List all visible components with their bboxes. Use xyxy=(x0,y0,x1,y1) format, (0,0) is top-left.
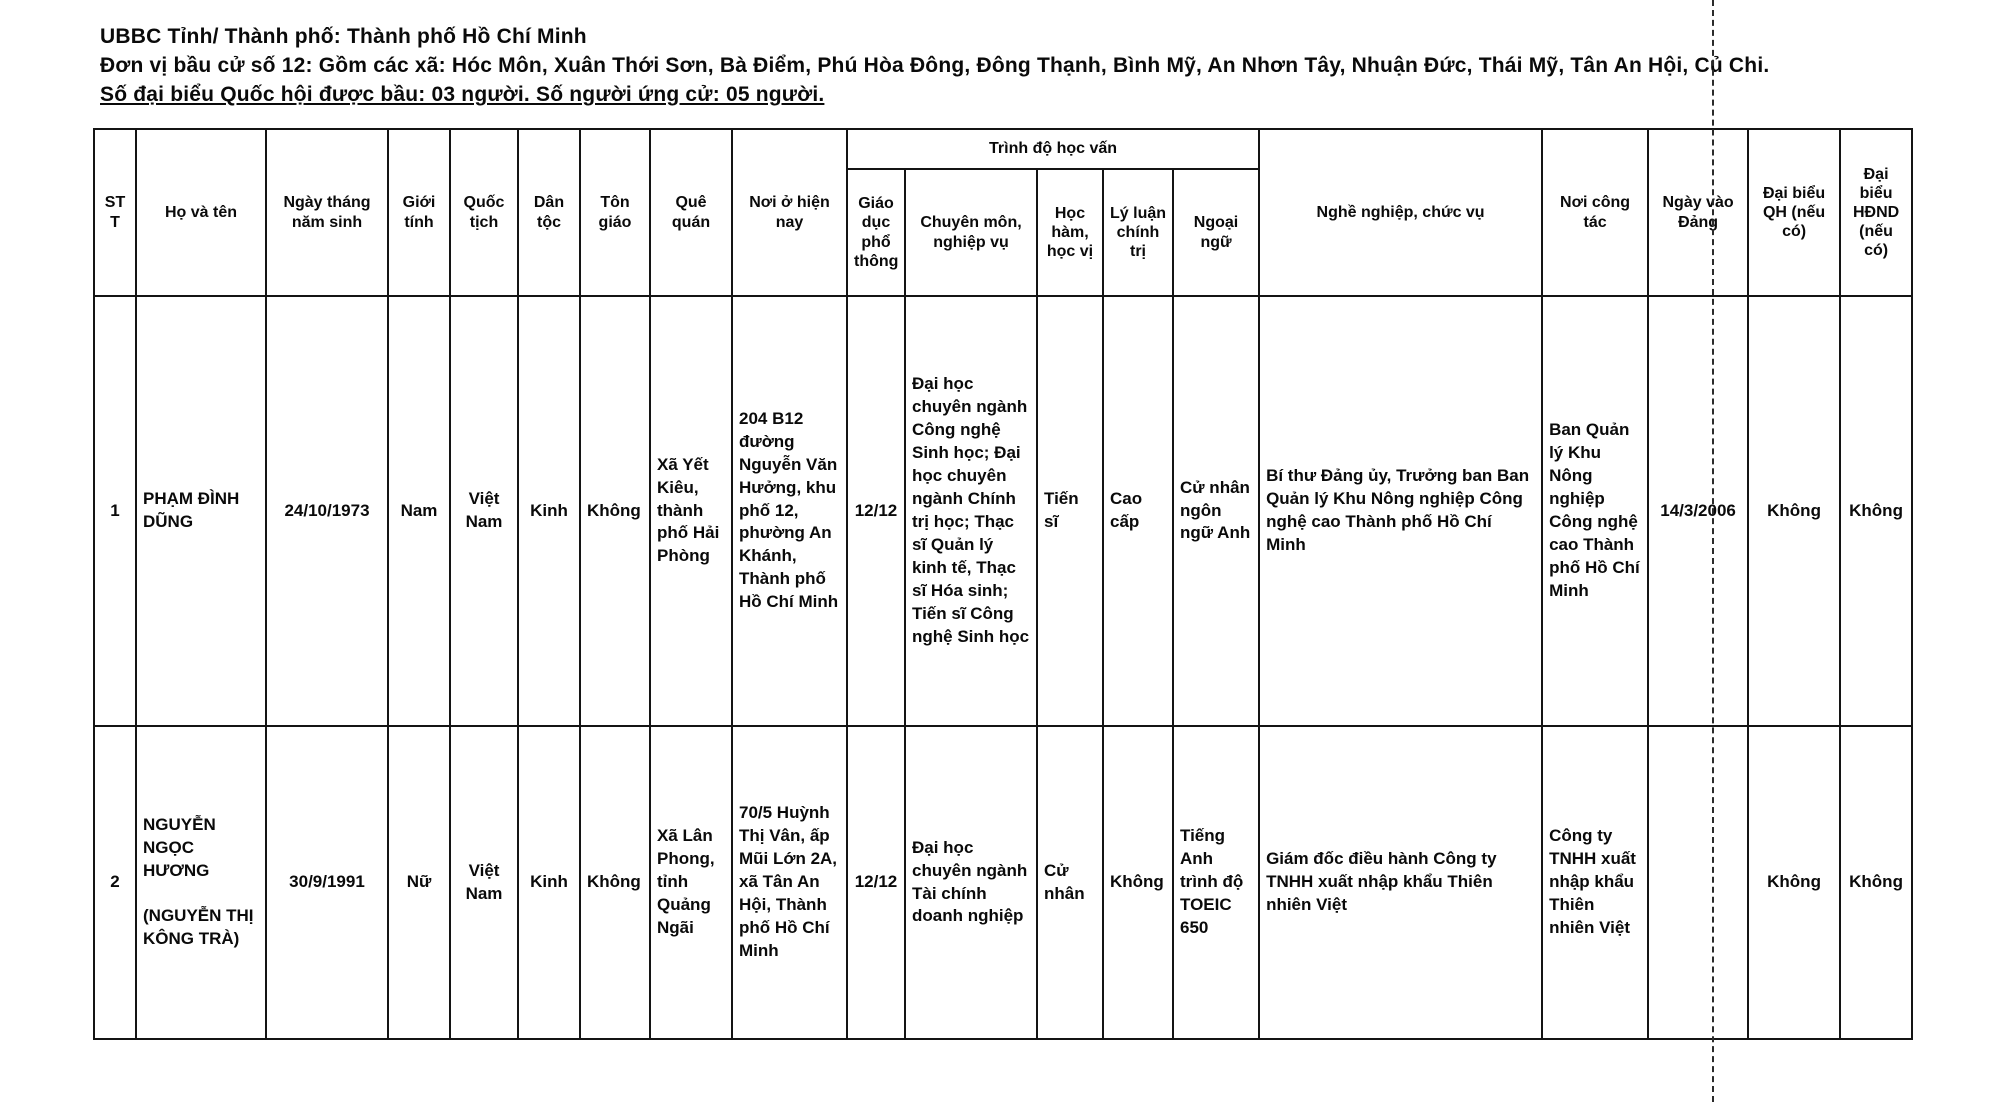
cell-r1-occupation: Bí thư Đảng ủy, Trưởng ban Ban Quản lý K… xyxy=(1258,295,1544,727)
cell-r2-name: NGUYỄN NGỌC HƯƠNG (NGUYỄN THỊ KÔNG TRÀ) xyxy=(135,725,267,1040)
cell-r2-education: 12/12 xyxy=(846,725,906,1040)
col-header-party-date: Ngày vào Đảng xyxy=(1647,128,1750,297)
cell-r2-stt: 2 xyxy=(93,725,137,1040)
cell-r1-stt: 1 xyxy=(93,295,137,727)
col-header-name: Họ và tên xyxy=(135,128,267,297)
cell-r1-professional: Đại học chuyên ngành Công nghệ Sinh học;… xyxy=(904,295,1038,727)
col-header-ethnicity: Dân tộc xyxy=(517,128,581,297)
col-header-occupation: Nghề nghiệp, chức vụ xyxy=(1258,128,1544,297)
col-group-education: Trình độ học vấn xyxy=(845,128,1261,170)
col-header-education: Giáo dục phổ thông xyxy=(846,168,906,297)
cell-r1-qh: Không xyxy=(1747,295,1842,727)
col-header-politics: Lý luận chính trị xyxy=(1102,168,1174,297)
cell-r2-hometown: Xã Lân Phong, tỉnh Quảng Ngãi xyxy=(649,725,733,1040)
cell-r2-nationality: Việt Nam xyxy=(449,725,519,1040)
cell-r2-dob: 30/9/1991 xyxy=(265,725,389,1040)
cell-r2-gender: Nữ xyxy=(387,725,451,1040)
col-header-hdnd: Đại biểu HĐND (nếu có) xyxy=(1839,128,1914,297)
col-header-nationality: Quốc tịch xyxy=(449,128,519,297)
header-line-ubbc: UBBC Tỉnh/ Thành phố: Thành phố Hồ Chí M… xyxy=(100,25,587,48)
cell-r2-ethnicity: Kinh xyxy=(517,725,581,1040)
table-row-2: 2 NGUYỄN NGỌC HƯƠNG (NGUYỄN THỊ KÔNG TRÀ… xyxy=(93,725,1914,1040)
cell-r2-workplace: Công ty TNHH xuất nhập khẩu Thiên nhiên … xyxy=(1541,725,1650,1040)
cell-r2-religion: Không xyxy=(579,725,651,1040)
cell-r2-professional: Đại học chuyên ngành Tài chính doanh ngh… xyxy=(904,725,1038,1040)
cell-r1-party-date: 14/3/2006 xyxy=(1647,295,1750,727)
cell-r2-hdnd: Không xyxy=(1839,725,1914,1040)
col-header-qh: Đại biểu QH (nếu có) xyxy=(1747,128,1842,297)
cell-r2-politics: Không xyxy=(1102,725,1174,1040)
cell-r1-education: 12/12 xyxy=(846,295,906,727)
header-line-don-vi-bau-cu: Đơn vị bầu cử số 12: Gồm các xã: Hóc Môn… xyxy=(100,53,1770,77)
cell-r2-language: Tiếng Anh trình độ TOEIC 650 xyxy=(1171,725,1261,1040)
cell-r2-party-date xyxy=(1647,725,1750,1040)
col-header-hometown: Quê quán xyxy=(649,128,733,297)
cell-r1-ethnicity: Kinh xyxy=(517,295,581,727)
document-header: UBBC Tỉnh/ Thành phố: Thành phố Hồ Chí M… xyxy=(100,24,1860,111)
cell-r1-nationality: Việt Nam xyxy=(449,295,519,727)
col-header-dob: Ngày tháng năm sinh xyxy=(265,128,389,297)
cell-r1-politics: Cao cấp xyxy=(1102,295,1174,727)
cell-r2-occupation: Giám đốc điều hành Công ty TNHH xuất nhậ… xyxy=(1258,725,1544,1040)
cell-r1-residence: 204 B12 đường Nguyễn Văn Hưởng, khu phố … xyxy=(731,295,848,727)
col-header-stt: STT xyxy=(93,128,137,297)
cell-r1-hometown: Xã Yết Kiêu, thành phố Hải Phòng xyxy=(649,295,733,727)
candidate-table: STT Họ và tên Ngày tháng năm sinh Giới t… xyxy=(93,128,1914,1040)
cell-r1-name: PHẠM ĐÌNH DŨNG xyxy=(135,295,267,727)
table-row-1: 1 PHẠM ĐÌNH DŨNG 24/10/1973 Nam Việt Nam… xyxy=(93,295,1914,727)
cell-r2-qh: Không xyxy=(1747,725,1842,1040)
header-group-row: STT Họ và tên Ngày tháng năm sinh Giới t… xyxy=(93,128,1914,297)
col-header-residence: Nơi ở hiện nay xyxy=(731,128,848,297)
cell-r1-hdnd: Không xyxy=(1839,295,1914,727)
col-header-workplace: Nơi công tác xyxy=(1541,128,1650,297)
header-sub-row: Giáo dục phổ thông Chuyên môn, nghiệp vụ… xyxy=(94,168,1912,297)
cell-r1-dob: 24/10/1973 xyxy=(265,295,389,727)
cell-r1-religion: Không xyxy=(579,295,651,727)
cell-r2-degree: Cử nhân xyxy=(1036,725,1104,1040)
cell-r1-degree: Tiến sĩ xyxy=(1036,295,1104,727)
col-header-religion: Tôn giáo xyxy=(579,128,651,297)
cell-r1-gender: Nam xyxy=(387,295,451,727)
col-header-degree: Học hàm, học vị xyxy=(1036,168,1104,297)
col-header-professional: Chuyên môn, nghiệp vụ xyxy=(904,168,1038,297)
col-header-language: Ngoại ngữ xyxy=(1171,168,1261,297)
header-line-so-dai-bieu: Số đại biểu Quốc hội được bầu: 03 người.… xyxy=(100,82,825,106)
cell-r1-workplace: Ban Quản lý Khu Nông nghiệp Công nghệ ca… xyxy=(1541,295,1650,727)
col-header-gender: Giới tính xyxy=(387,128,451,297)
cell-r1-language: Cử nhân ngôn ngữ Anh xyxy=(1171,295,1261,727)
cell-r2-residence: 70/5 Huỳnh Thị Vân, ấp Mũi Lớn 2A, xã Tâ… xyxy=(731,725,848,1040)
